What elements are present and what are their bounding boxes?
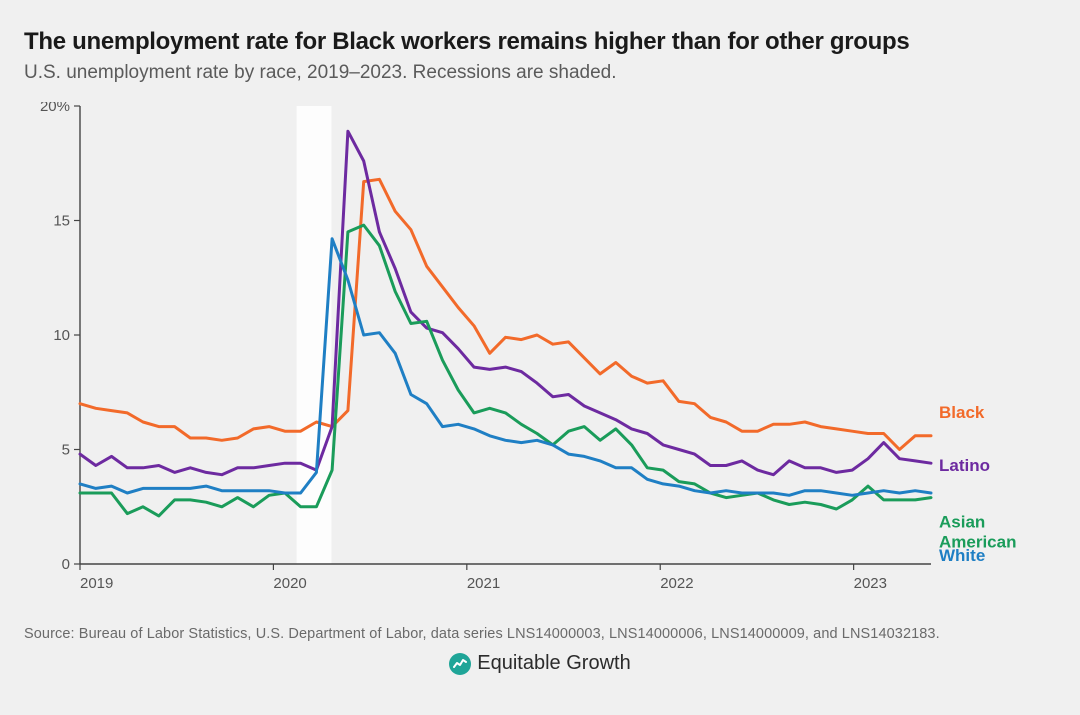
series-black [80,179,931,449]
x-tick-label: 2021 [467,575,500,592]
logo-icon [449,653,471,675]
y-tick-label: 5 [62,442,70,459]
source-note: Source: Bureau of Labor Statistics, U.S.… [24,626,1056,642]
y-tick-label: 0 [62,556,70,573]
series-label-white: White [939,546,985,565]
chart-title: The unemployment rate for Black workers … [24,28,1056,56]
y-tick-label: 15 [53,213,70,230]
series-label-black: Black [939,403,985,422]
x-tick-label: 2022 [660,575,693,592]
chart-subtitle: U.S. unemployment rate by race, 2019–202… [24,62,1056,84]
footer-logo: Equitable Growth [24,652,1056,675]
y-tick-label: 10 [53,327,70,344]
y-tick-label: 20% [40,102,70,115]
x-tick-label: 2023 [854,575,887,592]
logo-text: Equitable Growth [477,652,630,675]
chart-area: 0 5 10 15 20% 2019 2020 2021 2022 2023 Black Latino… [24,102,1056,612]
line-chart-svg: 0 5 10 15 20% 2019 2020 2021 2022 2023 Black Latino… [24,102,1056,612]
series-label-latino: Latino [939,456,990,475]
x-tick-label: 2019 [80,575,113,592]
x-tick-label: 2020 [273,575,306,592]
